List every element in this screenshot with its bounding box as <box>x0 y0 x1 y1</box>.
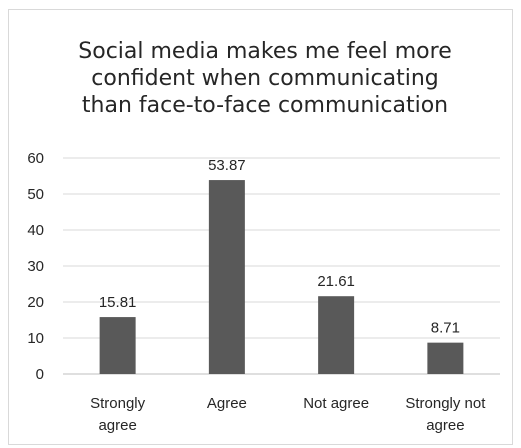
y-tick-label: 50 <box>27 186 44 203</box>
bar <box>99 317 136 374</box>
bar <box>318 296 355 374</box>
y-tick-label: 0 <box>36 366 44 383</box>
chart-title-line: confident when communicating <box>91 66 438 91</box>
chart-title-line: Social media makes me feel more <box>78 39 451 64</box>
x-category-label: Agree <box>207 395 247 412</box>
data-label: 8.71 <box>431 320 460 337</box>
data-label: 53.87 <box>208 157 246 174</box>
x-category-label: Not agree <box>303 395 369 412</box>
y-tick-label: 40 <box>27 222 44 239</box>
y-tick-label: 10 <box>27 330 44 347</box>
x-category-label: agree <box>98 417 136 434</box>
y-tick-label: 60 <box>27 150 44 167</box>
bars <box>99 180 464 374</box>
y-axis-ticks: 0 10 20 30 40 50 60 <box>27 150 44 383</box>
data-label: 15.81 <box>99 294 137 311</box>
x-category-label: agree <box>426 417 464 434</box>
gridlines <box>63 157 500 375</box>
chart-title-line: than face-to-face communication <box>82 93 448 118</box>
x-category-label: Strongly <box>90 395 146 412</box>
bar <box>427 342 464 374</box>
chart-title: Social media makes me feel moreconfident… <box>78 39 451 118</box>
y-tick-label: 30 <box>27 258 44 275</box>
data-label: 21.61 <box>317 273 355 290</box>
x-category-label: Strongly not <box>405 395 486 412</box>
x-axis-categories: Strongly agree Agree Not agree Strongly not a… <box>90 395 486 434</box>
y-tick-label: 20 <box>27 294 44 311</box>
data-labels: 15.81 53.87 21.61 8.71 <box>99 157 460 337</box>
bar <box>208 180 245 374</box>
